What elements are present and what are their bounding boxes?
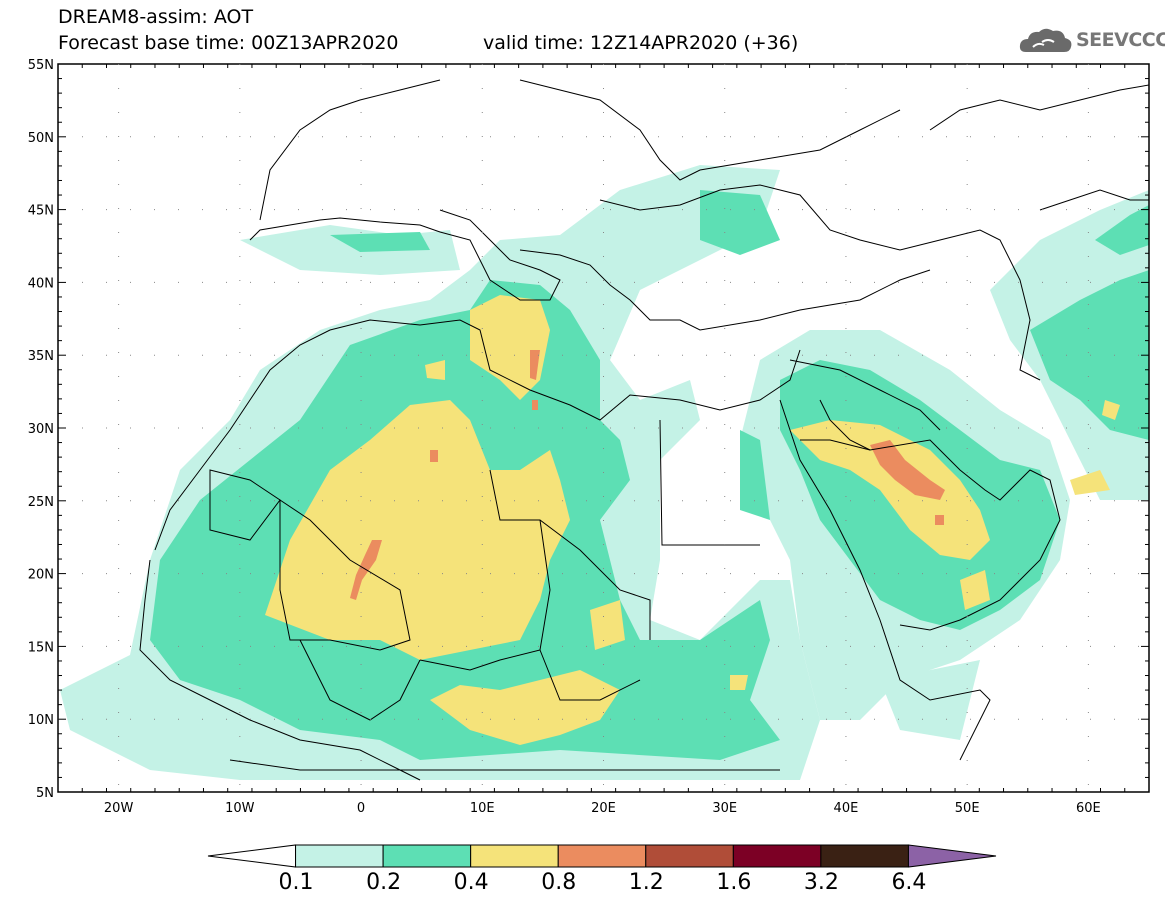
colorbar-label: 0.8 bbox=[541, 870, 577, 895]
forecast-base-time: Forecast base time: 00Z13APR2020 bbox=[58, 32, 399, 54]
colorbar-label: 0.4 bbox=[453, 870, 489, 895]
lat-label: 10N bbox=[28, 713, 54, 728]
colorbar-label: 1.2 bbox=[628, 870, 664, 895]
lon-label: 0 bbox=[357, 801, 365, 816]
lon-label: 30E bbox=[712, 801, 737, 816]
colorbar-label: 1.6 bbox=[716, 870, 752, 895]
colorbar-swatch bbox=[470, 844, 559, 868]
colorbar-swatch bbox=[732, 844, 822, 868]
colorbar-upper-triangle bbox=[907, 844, 997, 868]
colorbar-swatch bbox=[382, 844, 472, 868]
lon-label: 50E bbox=[955, 801, 980, 816]
lon-label: 40E bbox=[834, 801, 859, 816]
lat-label: 50N bbox=[28, 131, 54, 146]
colorbar-swatch bbox=[820, 844, 909, 868]
cloud-icon bbox=[1019, 28, 1072, 52]
lat-label: 55N bbox=[28, 58, 54, 73]
colorbar-swatch bbox=[557, 844, 647, 868]
lat-label: 20N bbox=[28, 568, 54, 583]
lat-label: 45N bbox=[28, 204, 54, 219]
lon-label: 20W bbox=[104, 801, 134, 816]
lat-label: 25N bbox=[28, 495, 54, 510]
coastlines bbox=[139, 79, 1149, 781]
colorbar-label: 0.1 bbox=[278, 870, 314, 895]
seevccc-logo: SEEVCCC bbox=[1018, 26, 1165, 56]
logo-text: SEEVCCC bbox=[1076, 29, 1165, 51]
valid-time: valid time: 12Z14APR2020 (+36) bbox=[483, 32, 799, 54]
lat-label: 5N bbox=[36, 786, 54, 801]
lon-label: 10E bbox=[470, 801, 495, 816]
colorbar-label: 0.2 bbox=[366, 870, 402, 895]
lon-label: 10W bbox=[225, 801, 255, 816]
latitude-labels: 55N 50N 45N 40N 35N 30N 25N 20N 15N 10N 5N bbox=[28, 58, 54, 801]
lon-label: 20E bbox=[591, 801, 616, 816]
lon-label: 60E bbox=[1076, 801, 1101, 816]
colorbar-swatch bbox=[645, 844, 734, 868]
colorbar-label: 6.4 bbox=[891, 870, 927, 895]
colorbar-label: 3.2 bbox=[803, 870, 839, 895]
colorbar bbox=[207, 844, 997, 868]
colorbar-swatch bbox=[295, 844, 384, 868]
map-title: DREAM8-assim: AOT bbox=[58, 6, 254, 28]
axis-ticks bbox=[57, 63, 1150, 793]
colorbar-lower-triangle bbox=[207, 844, 297, 868]
lat-label: 40N bbox=[28, 276, 54, 291]
lat-label: 35N bbox=[28, 349, 54, 364]
longitude-labels: 20W 10W 0 10E 20E 30E 40E 50E 60E bbox=[104, 801, 1101, 816]
lat-label: 30N bbox=[28, 422, 54, 437]
lat-label: 15N bbox=[28, 640, 54, 655]
